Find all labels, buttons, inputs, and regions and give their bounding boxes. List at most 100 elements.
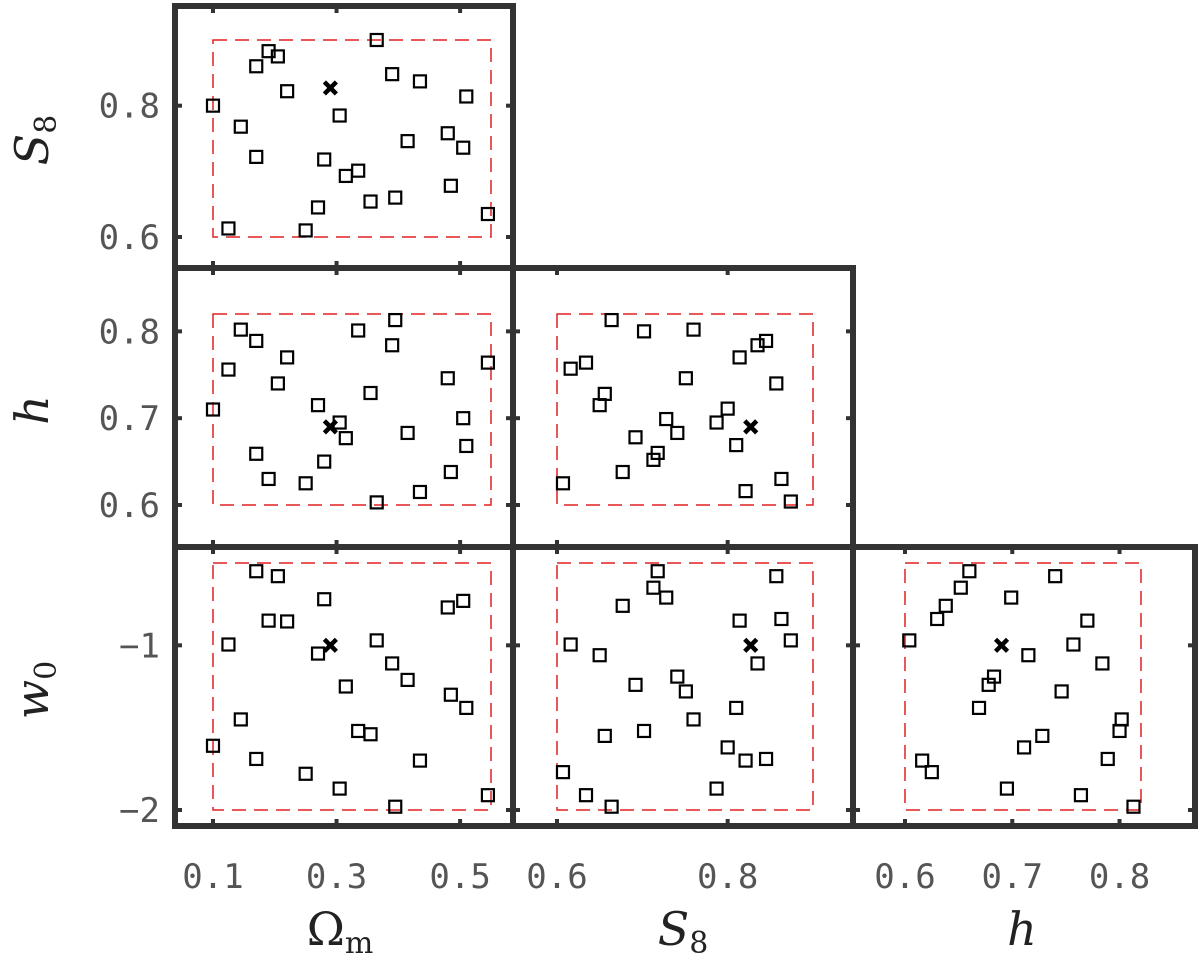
panel-S8-vs-Om-point: [310, 200, 326, 215]
y-tick-label-h: 0.7: [99, 399, 160, 439]
panel-w0-vs-h-point: [1035, 728, 1050, 744]
panel-w0-vs-Om-point: [440, 600, 455, 615]
panel-S8-vs-Om-point: [412, 74, 428, 89]
panel-w0-vs-Om-point: [249, 564, 264, 579]
panel-h-vs-Om-point: [440, 371, 455, 386]
panel-w0-vs-S8-point: [628, 677, 643, 692]
panel-h-vs-S8-point: [615, 464, 630, 480]
panel-w0-vs-S8-point: [604, 799, 619, 814]
panel-w0-vs-S8-point: [709, 781, 724, 796]
x-tick-label-Om: 0.3: [306, 857, 367, 897]
panel-w0-vs-Om-point: [317, 592, 332, 607]
panel-w0-vs-Om-point: [459, 700, 474, 716]
panel-h-vs-Om-point: [338, 431, 353, 446]
panel-S8-vs-Om-point: [270, 49, 285, 64]
x-tick-label-S8: 0.8: [697, 857, 758, 897]
panel-h-vs-S8-point: [720, 401, 735, 416]
panel-h-vs-S8-point: [774, 471, 789, 487]
x-tick-label-h: 0.7: [982, 857, 1043, 897]
panel-h-vs-S8-point: [628, 430, 643, 445]
panel-h-vs-S8-point: [597, 386, 612, 401]
panel-w0-vs-S8-point: [615, 598, 630, 613]
panel-w0-vs-Om-point: [369, 633, 384, 648]
panel-w0-vs-S8-point: [758, 751, 774, 767]
panel-h-vs-Om-point: [233, 322, 248, 337]
y-axis-label-s8: S8: [5, 115, 64, 166]
x-tick-label-S8: 0.6: [526, 857, 587, 897]
panel-w0-vs-h-point: [915, 753, 930, 768]
panel-w0-vs-S8-point: [720, 740, 735, 755]
panel-w0-vs-Om-point: [351, 723, 366, 739]
panel-w0-vs-Om-point: [261, 613, 276, 628]
panel-S8-vs-Om-point: [351, 163, 366, 178]
panel-w0-vs-S8-point: [659, 590, 674, 605]
panel-w0-vs-S8-fiducial-marker: [743, 637, 759, 653]
y-tick-label-w0: −1: [119, 626, 160, 666]
panel-w0-vs-Om-point: [270, 569, 285, 584]
panel-S8-vs-Om-point: [317, 152, 332, 167]
panel-w0-vs-h-point: [1112, 723, 1127, 739]
panel-w0-vs-S8-point: [774, 611, 789, 627]
panel-S8-vs-Om-point: [459, 89, 474, 104]
panel-w0-vs-h-point: [1095, 656, 1110, 671]
panel-w0-vs-h-point: [1066, 637, 1081, 652]
panel-w0-vs-S8-point: [750, 656, 765, 671]
panel-w0-vs-S8-point: [732, 613, 747, 628]
panel-h-vs-Om-point: [249, 446, 264, 461]
panel-w0-vs-h-point: [930, 611, 945, 627]
panel-w0-vs-h-point: [953, 580, 968, 595]
panel-w0-vs-S8-point: [678, 684, 693, 699]
panel-w0-vs-h-point: [999, 781, 1015, 796]
panel-h-vs-S8-prior-box: [556, 313, 814, 506]
panel-h-vs-Om-point: [480, 355, 496, 370]
panel-h-vs-Om-point: [400, 425, 415, 441]
panel-w0-vs-S8-prior-box: [556, 562, 814, 811]
prior-boxes: [212, 39, 1142, 811]
panel-w0-vs-Om-point: [363, 727, 378, 742]
panel-S8-vs-Om-fiducial-marker: [322, 80, 338, 96]
panel-h-vs-Om-point: [205, 402, 221, 417]
panel-h-vs-S8-point: [659, 411, 674, 427]
panel-h-vs-Om-point: [249, 333, 264, 349]
panel-h-vs-S8-point: [678, 371, 693, 386]
panel-h-vs-Om-point: [310, 398, 326, 413]
panel-w0-vs-S8-point: [592, 648, 607, 663]
panel-S8-vs-Om-point: [363, 194, 378, 209]
panel-h-vs-Om-point: [443, 464, 458, 480]
panel-S8-vs-Om-point: [280, 84, 295, 99]
panel-h-vs-S8-point: [758, 333, 774, 349]
fiducial-markers: [322, 80, 1010, 653]
panel-w0-vs-h-point: [1080, 613, 1095, 628]
panel-w0-vs-h-point: [1021, 648, 1036, 663]
panel-w0-vs-S8-point: [769, 569, 784, 584]
panel-h-vs-S8-point: [738, 484, 753, 499]
panel-S8-vs-Om-point: [332, 108, 347, 123]
x-tick-label-h: 0.6: [874, 857, 935, 897]
panel-w0-vs-h-point: [1016, 740, 1032, 755]
x-tick-label-h: 0.8: [1089, 857, 1150, 897]
panel-w0-vs-Om-point: [412, 753, 428, 768]
y-axis-label-w0: w0: [5, 661, 64, 719]
panel-S8-vs-Om-point: [298, 223, 313, 238]
panel-w0-vs-S8-point: [597, 728, 612, 744]
y-tick-label-S8: 0.6: [99, 218, 160, 258]
panel-S8-vs-Om-point: [221, 221, 236, 236]
panel-w0-vs-h-fiducial-marker: [993, 637, 1010, 653]
panel-h-vs-S8-point: [750, 338, 765, 353]
panel-w0-vs-h-point: [1073, 788, 1089, 803]
panel-S8-vs-Om-point: [249, 149, 264, 164]
panel-w0-vs-Om-point: [338, 679, 353, 694]
panel-h-vs-Om-point: [261, 471, 276, 487]
x-tick-label-Om: 0.5: [429, 857, 490, 897]
panel-w0-vs-S8-point: [636, 723, 652, 739]
panel-h-vs-S8-point: [783, 494, 798, 509]
panel-w0-vs-h-frame: [850, 544, 1198, 829]
panel-w0-vs-S8-point: [670, 669, 685, 684]
x-tick-label-Om: 0.1: [182, 857, 243, 897]
panel-w0-vs-Om-point: [233, 712, 248, 727]
panel-w0-vs-S8-point: [729, 700, 744, 716]
panel-S8-vs-Om-frame: [172, 3, 516, 271]
panel-S8-vs-Om-point: [205, 98, 221, 113]
panel-S8-vs-Om-point: [369, 32, 384, 48]
panel-S8-vs-Om-point: [233, 119, 248, 134]
